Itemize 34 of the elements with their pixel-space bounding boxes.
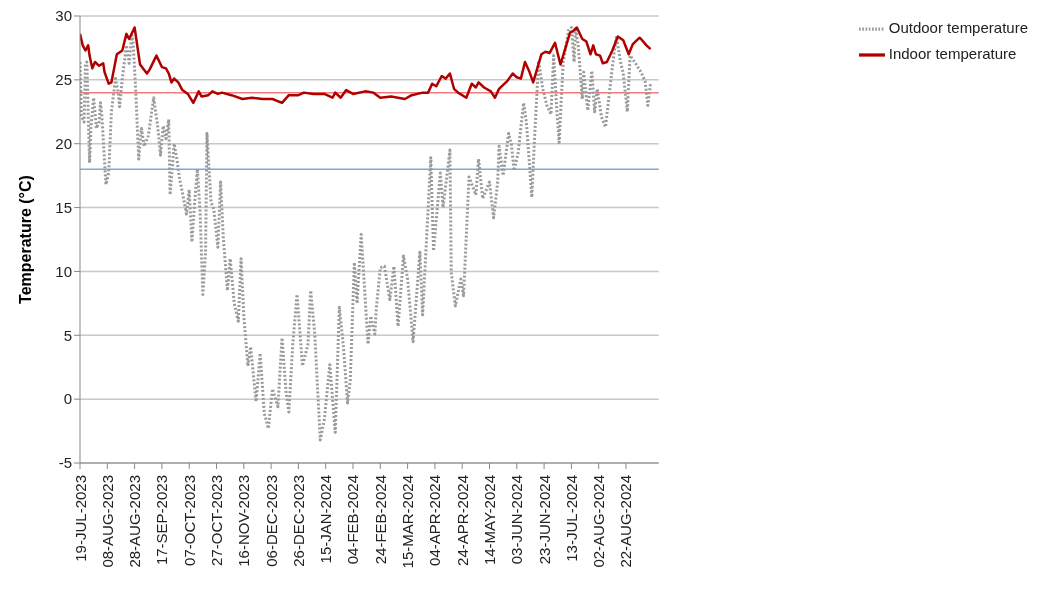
- legend-label: Outdoor temperature: [888, 18, 1028, 36]
- y-tick-label: 15: [55, 198, 72, 216]
- line-series: [80, 25, 653, 442]
- x-tick-label: 06-DEC-2023: [262, 475, 280, 567]
- y-tick-label: 20: [55, 135, 72, 153]
- y-tick-label: 0: [63, 390, 72, 408]
- x-tick-label: 08-AUG-2023: [98, 475, 116, 568]
- x-tick-label: 03-JUN-2024: [508, 475, 526, 565]
- x-tick-label: 17-SEP-2023: [153, 475, 171, 566]
- x-tick-label: 13-JUL-2024: [562, 475, 580, 562]
- x-tick-label: 04-FEB-2024: [344, 475, 362, 565]
- y-tick-label: 25: [55, 71, 72, 89]
- x-tick-label: 23-JUN-2024: [535, 475, 553, 565]
- x-tick-label: 07-OCT-2023: [180, 475, 198, 566]
- x-tick-label: 02-AUG-2024: [590, 475, 608, 568]
- x-tick-label: 26-DEC-2023: [289, 475, 307, 567]
- x-tick-label: 27-OCT-2023: [208, 475, 225, 566]
- x-tick-label: 22-AUG-2024: [617, 475, 635, 568]
- y-tick-label: 10: [55, 262, 72, 280]
- x-tick-label: 24-APR-2024: [453, 475, 471, 566]
- x-tick-label: 28-AUG-2023: [126, 475, 144, 568]
- x-tick-label: 15-JAN-2024: [317, 475, 335, 564]
- x-tick-label: 16-NOV-2023: [235, 475, 253, 567]
- y-tick-label: -5: [58, 454, 72, 472]
- y-tick-label: 30: [55, 7, 72, 25]
- legend-label: Indoor temperature: [888, 44, 1017, 62]
- line-series: [80, 26, 652, 105]
- y-tick-label: 5: [63, 326, 72, 344]
- x-tick-label: 04-APR-2024: [426, 475, 444, 566]
- x-tick-label: 24-FEB-2024: [371, 475, 389, 565]
- y-axis-title: Temperature (°C): [16, 175, 34, 304]
- x-tick-label: 15-MAR-2024: [399, 475, 417, 569]
- x-tick-label: 19-JUL-2023: [71, 475, 89, 562]
- x-tick-label: 14-MAY-2024: [480, 475, 498, 566]
